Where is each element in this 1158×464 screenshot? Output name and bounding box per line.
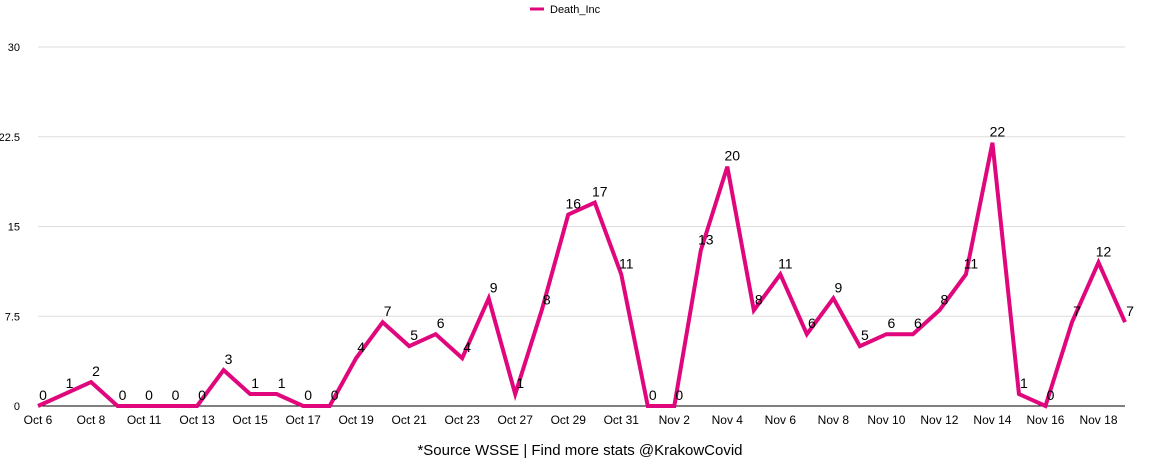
data-label: 5 bbox=[410, 327, 418, 343]
y-tick-label: 22.5 bbox=[0, 132, 20, 144]
x-tick-label: Nov 16 bbox=[1026, 413, 1064, 427]
x-tick-label: Nov 12 bbox=[920, 413, 958, 427]
x-tick-label: Nov 10 bbox=[867, 413, 905, 427]
data-label: 0 bbox=[675, 387, 683, 403]
data-label: 22 bbox=[990, 124, 1006, 140]
data-label: 16 bbox=[565, 196, 581, 212]
x-tick-label: Oct 15 bbox=[232, 413, 268, 427]
data-label: 4 bbox=[357, 339, 365, 355]
x-tick-label: Oct 21 bbox=[391, 413, 427, 427]
data-label: 5 bbox=[861, 327, 869, 343]
data-label: 1 bbox=[278, 375, 286, 391]
x-tick-label: Oct 27 bbox=[498, 413, 534, 427]
data-label: 0 bbox=[145, 387, 153, 403]
y-tick-label: 0 bbox=[14, 401, 20, 413]
x-tick-label: Nov 18 bbox=[1079, 413, 1117, 427]
data-label: 20 bbox=[725, 148, 741, 164]
data-label: 17 bbox=[592, 184, 608, 200]
x-tick-label: Oct 19 bbox=[338, 413, 374, 427]
data-label: 0 bbox=[119, 387, 127, 403]
line bbox=[37, 142, 1127, 409]
x-tick-label: Nov 14 bbox=[973, 413, 1011, 427]
x-tick-label: Oct 11 bbox=[127, 413, 162, 427]
footnote: *Source WSSE | Find more stats @KrakowCo… bbox=[417, 442, 742, 459]
data-label: 2 bbox=[92, 363, 100, 379]
data-label: 8 bbox=[543, 291, 551, 307]
x-tick-label: Oct 8 bbox=[77, 413, 106, 427]
data-label: 0 bbox=[39, 387, 47, 403]
x-tick-label: Oct 13 bbox=[179, 413, 215, 427]
x-tick-label: Nov 6 bbox=[765, 413, 797, 427]
legend: Death_Inc bbox=[530, 4, 601, 16]
x-tick-label: Oct 17 bbox=[285, 413, 321, 427]
data-label: 0 bbox=[172, 387, 180, 403]
x-tick-label: Oct 31 bbox=[604, 413, 640, 427]
legend-label: Death_Inc bbox=[550, 4, 601, 16]
data-label: 3 bbox=[225, 351, 233, 367]
data-label: 1 bbox=[516, 375, 524, 391]
data-label: 9 bbox=[490, 279, 498, 295]
data-label: 0 bbox=[304, 387, 312, 403]
x-tick-label: Nov 8 bbox=[818, 413, 850, 427]
data-label: 0 bbox=[331, 387, 339, 403]
data-label: 6 bbox=[808, 315, 816, 331]
data-label: 0 bbox=[1047, 387, 1055, 403]
x-tick-label: Nov 4 bbox=[712, 413, 744, 427]
data-label: 1 bbox=[251, 375, 259, 391]
data-label: 1 bbox=[1020, 375, 1028, 391]
x-tick-label: Nov 2 bbox=[659, 413, 691, 427]
data-label: 8 bbox=[941, 291, 949, 307]
x-tick-label: Oct 23 bbox=[445, 413, 481, 427]
data-label: 6 bbox=[887, 315, 895, 331]
y-tick-label: 7.5 bbox=[5, 311, 20, 323]
data-label: 7 bbox=[1073, 303, 1081, 319]
y-tick-label: 30 bbox=[8, 42, 20, 54]
x-tick-label: Oct 6 bbox=[24, 413, 53, 427]
data-label: 12 bbox=[1096, 243, 1112, 259]
data-label: 7 bbox=[1126, 303, 1134, 319]
data-label: 8 bbox=[755, 291, 763, 307]
data-label: 6 bbox=[914, 315, 922, 331]
data-label: 11 bbox=[619, 255, 634, 271]
data-label: 0 bbox=[649, 387, 657, 403]
data-label: 13 bbox=[698, 231, 714, 247]
data-label: 9 bbox=[834, 279, 842, 295]
data-label: 7 bbox=[384, 303, 392, 319]
data-label: 4 bbox=[463, 339, 471, 355]
data-label: 11 bbox=[778, 255, 793, 271]
data-label: 6 bbox=[437, 315, 445, 331]
data-label: 0 bbox=[198, 387, 206, 403]
x-tick-label: Oct 29 bbox=[551, 413, 587, 427]
data-label: 1 bbox=[66, 375, 74, 391]
y-tick-label: 15 bbox=[8, 222, 20, 234]
data-label: 11 bbox=[964, 255, 979, 271]
